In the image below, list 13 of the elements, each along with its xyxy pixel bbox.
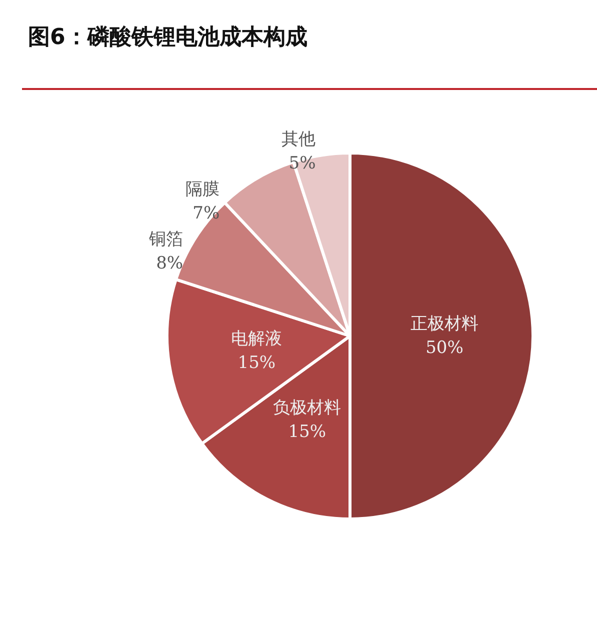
slice-label: 铜箔 [148, 229, 184, 250]
data-label: 50% [426, 338, 464, 358]
slice-label: 其他 [282, 129, 316, 150]
data-label: 15% [288, 422, 326, 442]
data-label: 5% [288, 153, 316, 174]
data-label: 7% [192, 203, 220, 224]
slice-label: 隔膜 [186, 179, 220, 200]
slice-label: 电解液 [231, 328, 282, 349]
slice-label: 正极材料 [410, 314, 478, 334]
data-label: 8% [156, 253, 184, 274]
chart-title: 图6：磷酸铁锂电池成本构成 [28, 24, 308, 52]
data-label: 15% [238, 352, 276, 373]
slice-label: 负极材料 [273, 398, 342, 418]
